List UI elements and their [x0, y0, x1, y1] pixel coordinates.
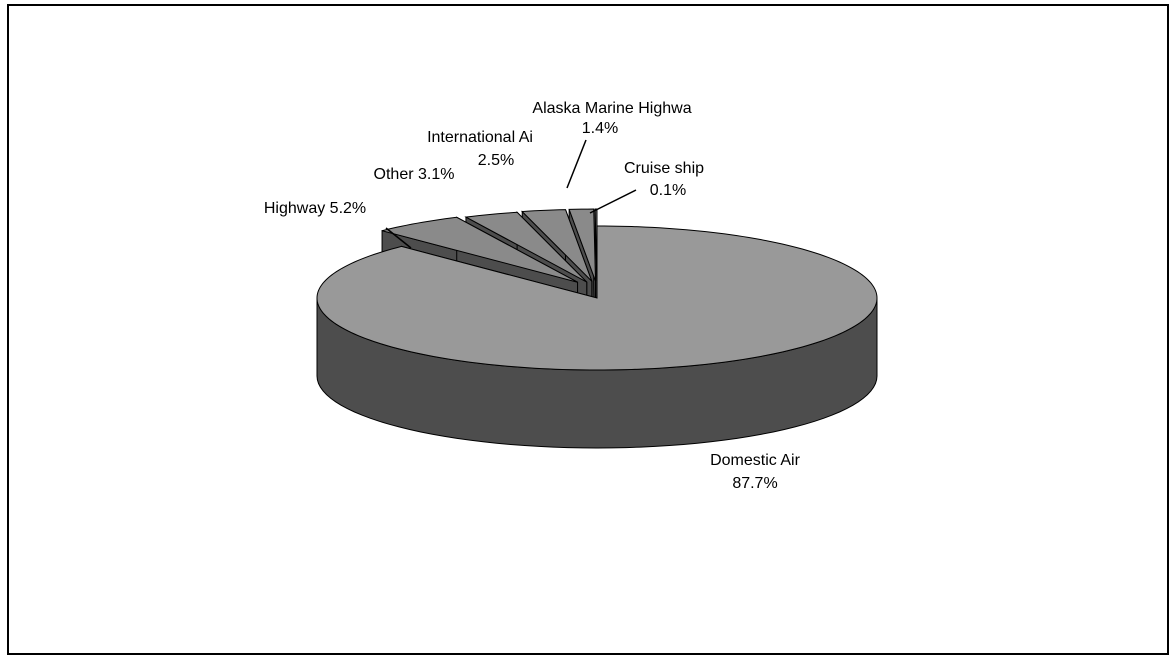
- slice-label: Cruise ship: [624, 160, 704, 177]
- pie: [316, 208, 878, 449]
- value-label: 0.1%: [650, 182, 686, 199]
- slice-name: Other: [374, 166, 415, 183]
- slice-top: [316, 225, 878, 371]
- labels: Domestic Air 87.7% Highway 5.2% Other 3.1% I…: [264, 100, 801, 492]
- slice-top: [568, 208, 596, 282]
- leader-line: [589, 189, 637, 214]
- value-label: 3.1%: [418, 166, 454, 183]
- slice-label: Other 3.1%: [374, 166, 455, 183]
- leader-line: [385, 227, 412, 249]
- value-label: 1.4%: [582, 120, 618, 137]
- slice-label: Domestic Air: [710, 452, 800, 469]
- slice-label: International Ai: [427, 129, 533, 146]
- slice-top: [464, 211, 588, 283]
- slice-label: Highway 5.2%: [264, 200, 366, 217]
- value-label: 5.2%: [330, 200, 366, 217]
- value-label: 87.7%: [732, 475, 777, 492]
- value-label: 2.5%: [478, 152, 514, 169]
- slice-top: [521, 209, 593, 282]
- slice-name: Highway: [264, 200, 325, 217]
- leader-line: [566, 139, 587, 189]
- slice-label: Alaska Marine Highwa: [532, 100, 691, 117]
- slice-top: [381, 216, 578, 283]
